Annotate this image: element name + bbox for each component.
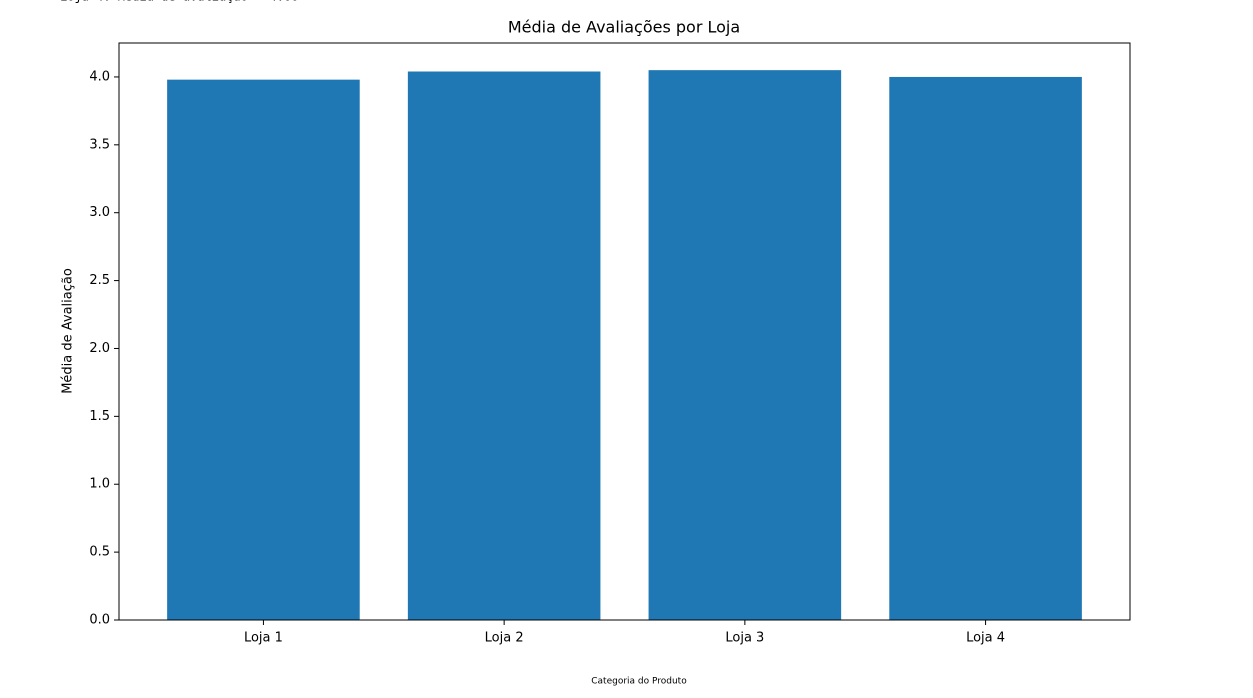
plot-frame [118, 42, 1131, 621]
y-tick-label: 4.0 [89, 69, 110, 84]
y-tick-label: 0.0 [89, 613, 110, 628]
x-tick-label: Loja 1 [244, 631, 283, 646]
y-tick-label: 2.5 [89, 273, 110, 288]
y-tick-label: 0.5 [89, 545, 110, 560]
bar [889, 76, 1082, 621]
bar [407, 71, 601, 620]
output-text: Loja 4: Média de avaliação = 4.00 [60, 0, 298, 4]
x-tick-label: Loja 2 [485, 631, 524, 646]
y-tick-label: 1.5 [89, 409, 110, 424]
chart-title: Média de Avaliações por Loja [508, 18, 740, 37]
bar [167, 79, 360, 620]
y-tick-label: 3.0 [89, 205, 110, 220]
x-tick-label: Loja 4 [966, 631, 1005, 646]
y-axis-label: Média de Avaliação [61, 268, 76, 394]
y-tick-label: 1.0 [89, 477, 110, 492]
x-axis-label: Categoria do Produto [591, 677, 687, 687]
bar [648, 70, 842, 620]
y-tick-label: 3.5 [89, 137, 110, 152]
y-tick-label: 2.0 [89, 341, 110, 356]
x-tick-label: Loja 3 [725, 631, 764, 646]
